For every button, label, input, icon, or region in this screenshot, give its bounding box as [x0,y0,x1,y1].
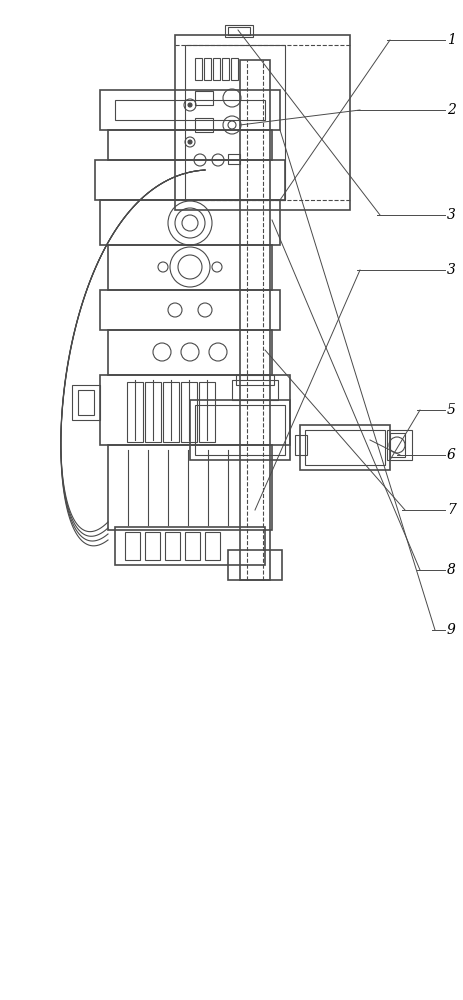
Bar [204,58,211,80]
Bar [387,430,412,460]
Text: 6: 6 [447,448,456,462]
Bar [225,25,253,37]
Bar [305,430,385,465]
Bar [175,35,350,210]
Bar [95,160,285,200]
Bar [181,382,197,442]
Text: 9: 9 [447,623,456,637]
Bar [295,435,307,455]
Bar [72,385,100,420]
Text: 3: 3 [447,263,456,277]
Bar [145,382,161,442]
Bar [163,382,179,442]
Bar [228,154,240,164]
Text: 5: 5 [447,403,456,417]
Bar [195,118,213,132]
Bar [195,91,213,105]
Bar [115,100,265,120]
Bar [100,200,280,245]
Bar [195,58,202,80]
Bar [390,433,405,457]
Text: 1: 1 [447,33,456,47]
Bar [100,290,280,330]
Bar [127,382,143,442]
Bar [100,90,280,130]
Text: 8: 8 [447,563,456,577]
Text: 3: 3 [447,208,456,222]
Bar [199,382,215,442]
Bar [228,27,250,35]
Bar [231,58,238,80]
Bar [240,60,270,580]
Text: 7: 7 [447,503,456,517]
Circle shape [188,140,192,144]
Bar [125,532,140,560]
Bar [300,425,390,470]
Bar [108,245,272,290]
Bar [213,58,220,80]
Bar [228,550,282,580]
Bar [165,532,180,560]
Bar [190,400,290,460]
Bar [145,532,160,560]
Bar [108,130,272,160]
Bar [108,445,272,530]
Bar [236,375,274,385]
Text: 2: 2 [447,103,456,117]
Bar [108,330,272,375]
Bar [205,532,220,560]
Circle shape [188,103,192,107]
Bar [78,390,94,415]
Bar [232,380,278,400]
Bar [195,405,285,455]
Bar [185,532,200,560]
Bar [115,527,265,565]
Bar [100,375,290,445]
Bar [222,58,229,80]
Bar [185,45,285,200]
